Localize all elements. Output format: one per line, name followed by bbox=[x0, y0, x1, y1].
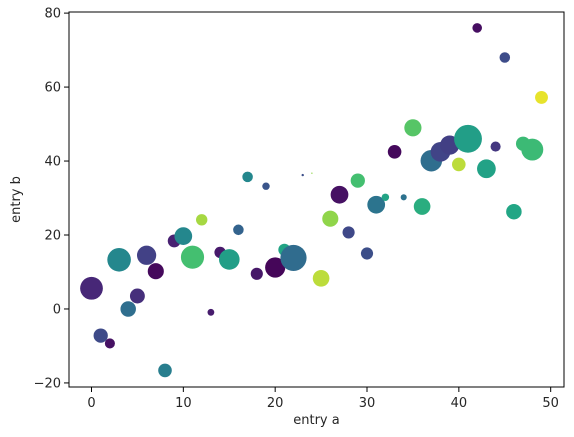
y-tick-label: 60 bbox=[44, 81, 61, 96]
scatter-point bbox=[400, 194, 407, 201]
scatter-point bbox=[472, 23, 483, 33]
scatter-point bbox=[330, 185, 349, 204]
y-tick-label: −20 bbox=[34, 376, 61, 391]
scatter-point bbox=[342, 226, 355, 239]
scatter-point bbox=[477, 159, 496, 179]
x-tick-label: 40 bbox=[451, 396, 468, 411]
scatter-point bbox=[218, 249, 240, 270]
scatter-point bbox=[107, 248, 131, 272]
scatter-point bbox=[381, 193, 390, 202]
scatter-point bbox=[120, 301, 136, 317]
scatter-point bbox=[93, 328, 108, 343]
scatter-point bbox=[280, 244, 307, 271]
plot-frame bbox=[68, 11, 565, 388]
x-tick-label: 0 bbox=[87, 396, 95, 411]
scatter-point bbox=[129, 288, 145, 304]
x-tick-label: 10 bbox=[175, 396, 192, 411]
scatter-point bbox=[233, 224, 244, 236]
scatter-point bbox=[80, 276, 103, 300]
scatter-point bbox=[104, 338, 115, 349]
y-tick-label: 80 bbox=[44, 7, 61, 22]
scatter-point bbox=[242, 171, 253, 183]
scatter-point bbox=[174, 227, 193, 245]
x-tick-label: 30 bbox=[359, 396, 376, 411]
y-tick-label: 40 bbox=[44, 155, 61, 170]
scatter-point bbox=[360, 247, 374, 260]
scatter-point bbox=[454, 124, 482, 153]
scatter-point bbox=[265, 257, 286, 278]
scatter-point bbox=[521, 138, 544, 161]
scatter-point bbox=[136, 245, 157, 265]
scatter-point bbox=[158, 363, 172, 378]
scatter-point bbox=[250, 267, 263, 280]
scatter-point bbox=[413, 198, 431, 215]
y-tick-label: 0 bbox=[53, 302, 61, 317]
y-axis-label: entry b bbox=[9, 176, 24, 223]
scatter-point bbox=[499, 52, 511, 63]
scatter-point bbox=[535, 90, 548, 104]
points-layer bbox=[80, 23, 548, 378]
scatter-point bbox=[490, 141, 501, 152]
y-tick-label: 20 bbox=[44, 229, 61, 244]
scatter-point bbox=[311, 172, 313, 174]
scatter-point bbox=[312, 269, 330, 287]
scatter-point bbox=[367, 195, 386, 214]
scatter-point bbox=[262, 182, 270, 190]
scatter-point bbox=[180, 245, 205, 269]
x-tick-label: 50 bbox=[542, 396, 559, 411]
scatter-point bbox=[404, 119, 422, 137]
scatter-point bbox=[350, 173, 365, 188]
x-axis-label: entry a bbox=[293, 413, 339, 428]
scatter-point bbox=[506, 203, 522, 220]
scatter-point bbox=[207, 308, 215, 316]
scatter-point bbox=[452, 157, 466, 172]
scatter-point bbox=[387, 145, 402, 159]
scatter-point bbox=[196, 214, 208, 226]
scatter-point bbox=[301, 173, 304, 177]
x-tick-label: 20 bbox=[267, 396, 284, 411]
scatter-point bbox=[147, 263, 164, 280]
ticks-layer: 0 10 20 30 40 50 −20 0 20 40 60 80 bbox=[34, 7, 559, 411]
scatter-point bbox=[322, 210, 339, 227]
